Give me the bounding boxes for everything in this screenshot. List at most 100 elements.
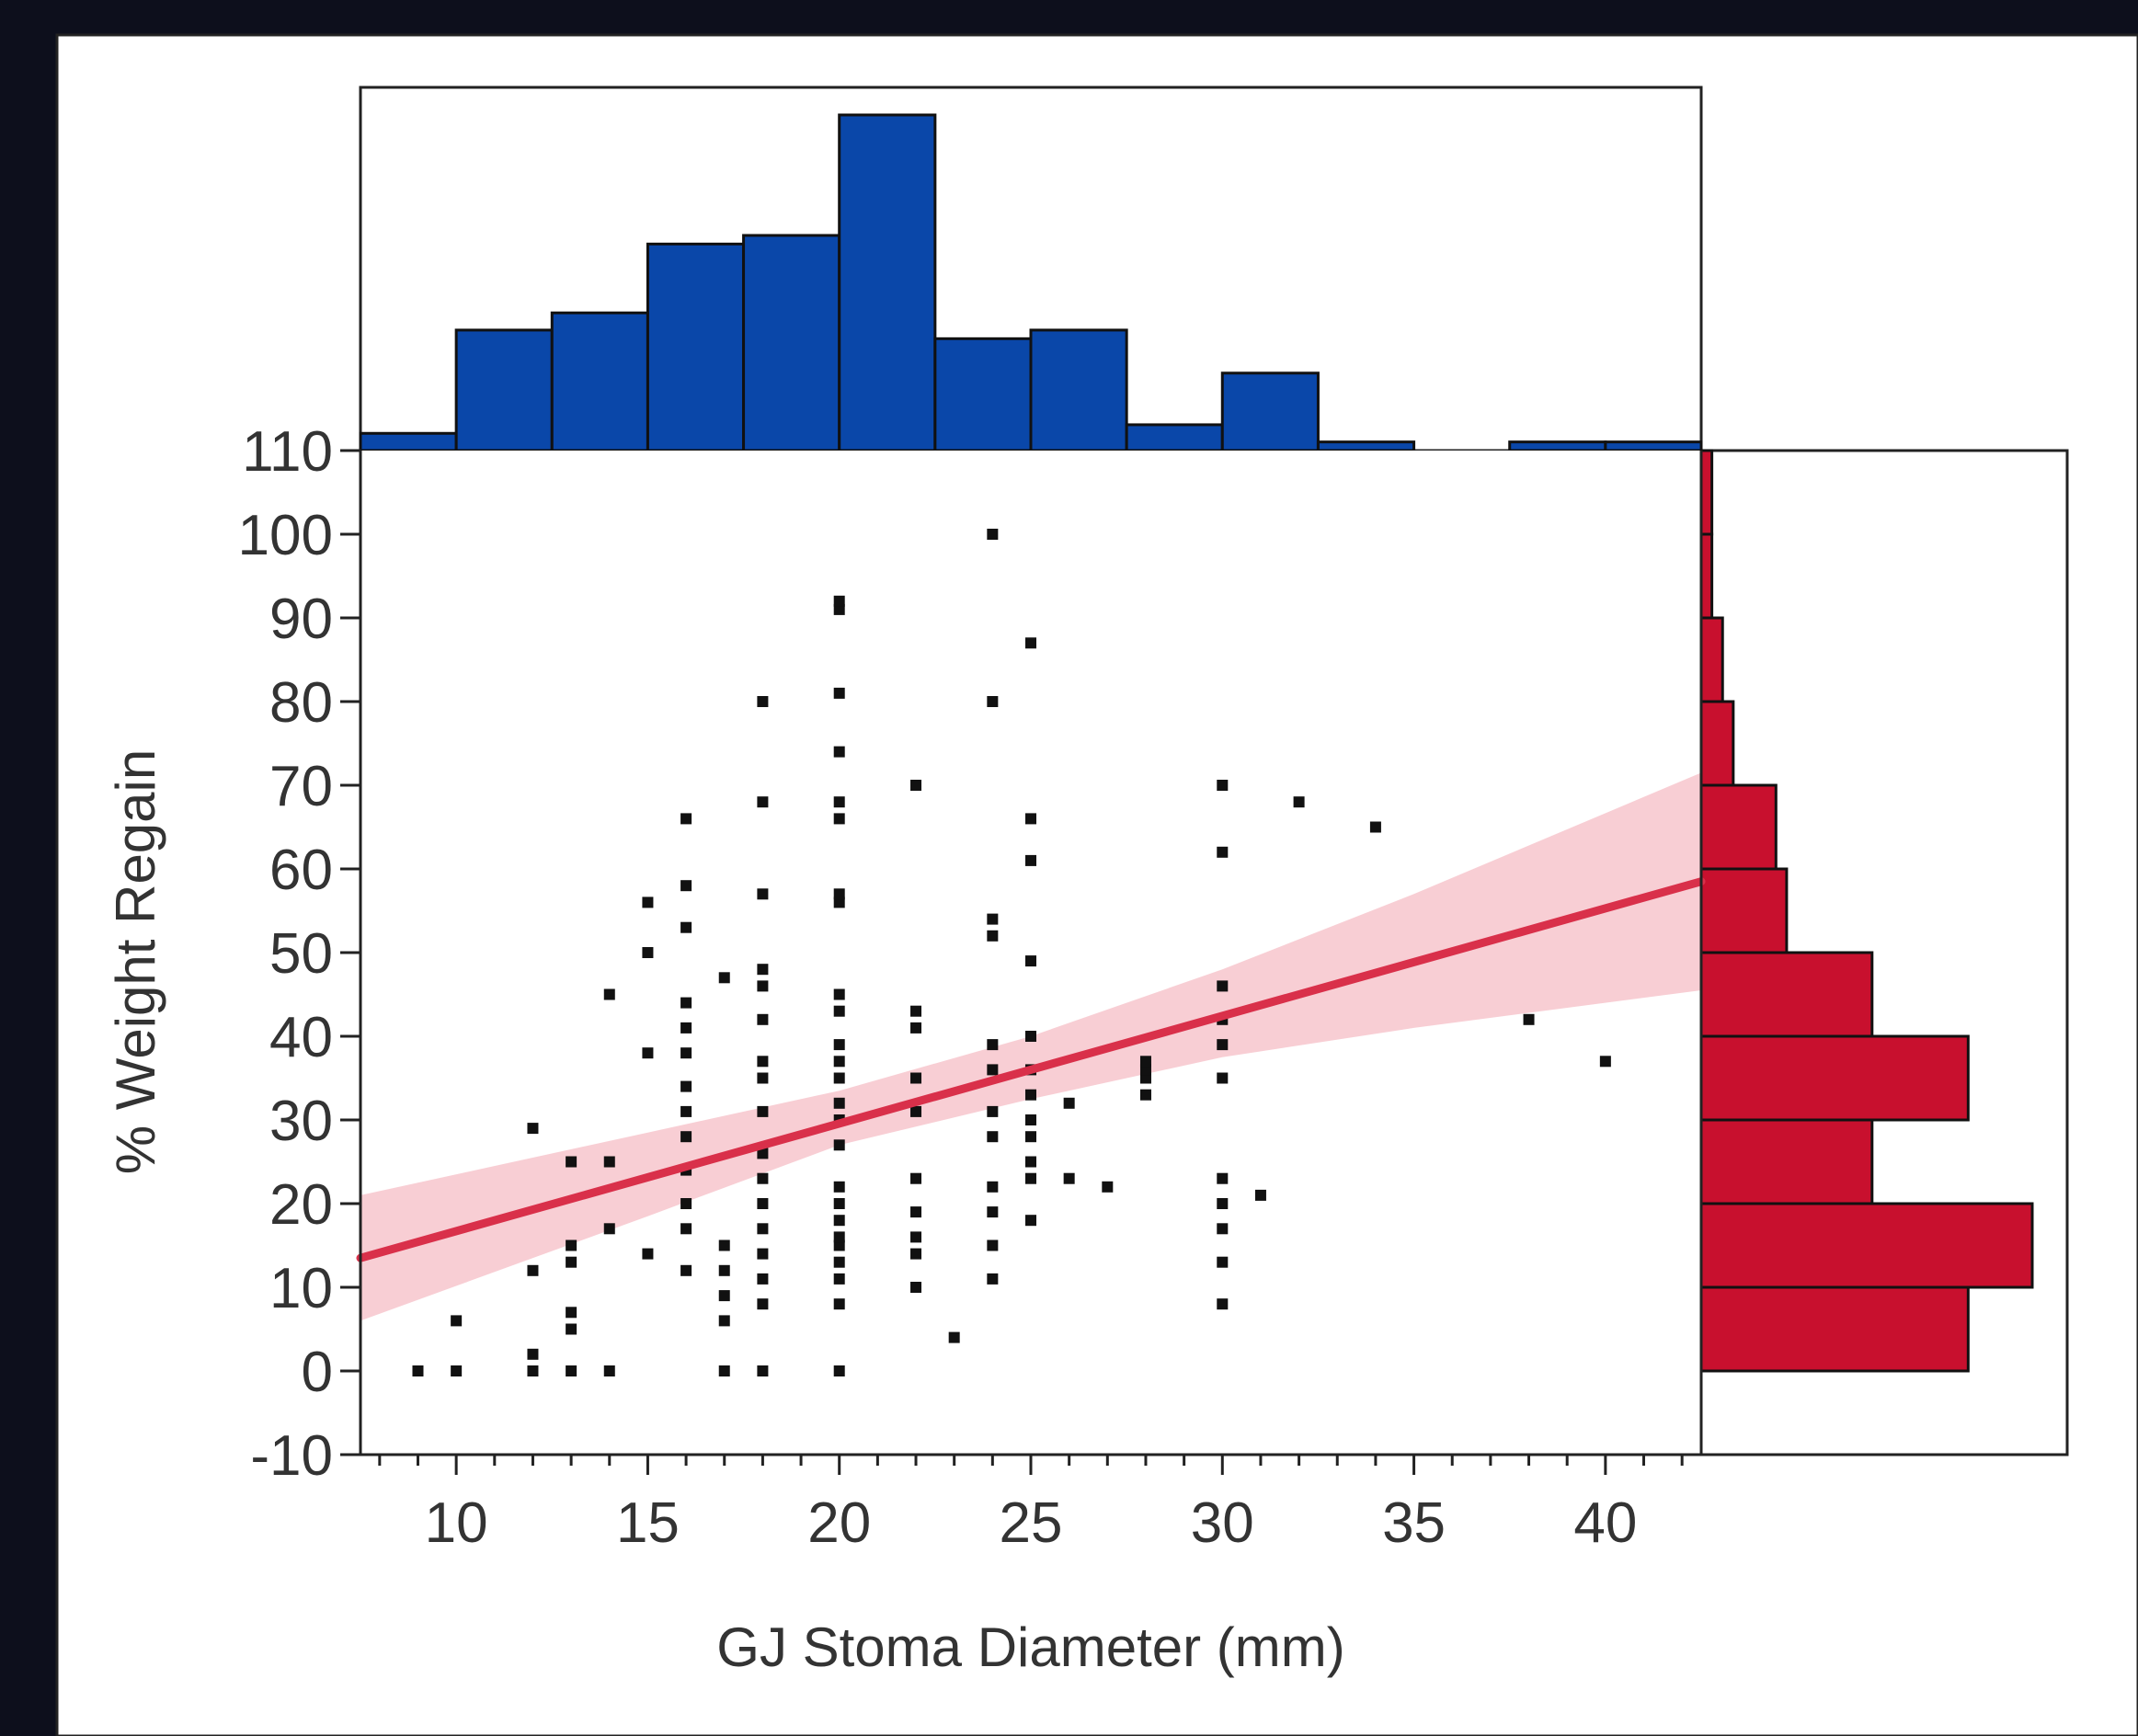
- data-point: [833, 1365, 845, 1376]
- data-point: [910, 1022, 922, 1034]
- data-point: [910, 1005, 922, 1017]
- data-point: [680, 1080, 692, 1092]
- right-histogram-bar: [1699, 951, 1874, 1038]
- y-tick-label: 10: [269, 1257, 333, 1320]
- data-point: [757, 888, 769, 900]
- data-point: [603, 1156, 615, 1168]
- data-point: [1217, 980, 1229, 992]
- data-point: [718, 1315, 730, 1327]
- data-point: [566, 1323, 577, 1335]
- data-point: [987, 529, 999, 540]
- data-point: [412, 1365, 424, 1376]
- data-point: [1599, 1056, 1611, 1068]
- data-point: [757, 1248, 769, 1260]
- data-point: [680, 1047, 692, 1059]
- data-point: [757, 1172, 769, 1184]
- data-point: [757, 796, 769, 808]
- data-point: [833, 1181, 845, 1193]
- data-point: [642, 947, 654, 958]
- data-point: [1025, 1156, 1036, 1168]
- data-point: [642, 1047, 654, 1059]
- data-point: [757, 1198, 769, 1209]
- data-point: [987, 1105, 999, 1117]
- data-point: [833, 1256, 845, 1268]
- x-tick-label: 25: [1000, 1491, 1063, 1555]
- data-point: [718, 972, 730, 984]
- x-tick-label: 40: [1573, 1491, 1637, 1555]
- x-axis-title: GJ Stoma Diameter (mm): [716, 1616, 1344, 1678]
- data-point: [566, 1156, 577, 1168]
- right-histogram-bar: [1699, 1034, 1970, 1122]
- data-point: [910, 1072, 922, 1084]
- data-point: [757, 1072, 769, 1084]
- data-point: [833, 746, 845, 758]
- data-point: [833, 897, 845, 908]
- top-histogram-bar: [1508, 440, 1607, 452]
- data-point: [833, 595, 845, 607]
- data-point: [1025, 1114, 1036, 1125]
- y-tick-label: 40: [269, 1006, 333, 1069]
- top-histogram-bar: [1316, 440, 1416, 452]
- data-point: [680, 1198, 692, 1209]
- right-histogram-bar: [1699, 1118, 1874, 1205]
- data-point: [1139, 1072, 1151, 1084]
- data-point: [718, 1239, 730, 1251]
- data-point: [566, 1239, 577, 1251]
- data-point: [451, 1365, 463, 1376]
- data-point: [603, 988, 615, 1000]
- data-point: [833, 687, 845, 699]
- data-point: [833, 1198, 845, 1209]
- data-point: [910, 1248, 922, 1260]
- data-point: [833, 1273, 845, 1285]
- data-point: [680, 1131, 692, 1143]
- data-point: [1025, 1131, 1036, 1143]
- fit-line: [356, 877, 1706, 1262]
- data-point: [987, 1273, 999, 1285]
- top-histogram-bar: [1029, 328, 1128, 452]
- data-point: [757, 1148, 769, 1159]
- data-point: [1523, 1013, 1535, 1025]
- data-point: [1025, 1215, 1036, 1227]
- data-point: [910, 1282, 922, 1293]
- data-point: [987, 696, 999, 707]
- right-histogram-bar: [1699, 783, 1778, 871]
- scatter-plot-area: [356, 451, 1706, 1456]
- y-tick-label: 60: [269, 839, 333, 902]
- data-point: [1217, 1172, 1229, 1184]
- data-point: [1102, 1181, 1114, 1193]
- data-point: [680, 813, 692, 825]
- data-point: [680, 921, 692, 933]
- data-point: [718, 1264, 730, 1276]
- data-point: [680, 1022, 692, 1034]
- y-tick-label: 110: [242, 420, 333, 484]
- data-point: [987, 1239, 999, 1251]
- data-point: [1025, 1089, 1036, 1101]
- y-tick-label: 20: [269, 1173, 333, 1237]
- data-point: [757, 1273, 769, 1285]
- data-point: [603, 1365, 615, 1376]
- data-point: [527, 1123, 539, 1135]
- y-tick-label: 80: [269, 671, 333, 735]
- data-point: [527, 1264, 539, 1276]
- data-point: [642, 897, 654, 908]
- data-point: [1217, 1298, 1229, 1310]
- top-histogram: [359, 86, 1703, 452]
- data-point: [948, 1331, 960, 1343]
- x-tick-label: 20: [807, 1491, 871, 1555]
- data-point: [757, 1013, 769, 1025]
- data-point: [910, 1231, 922, 1243]
- data-point: [1254, 1189, 1266, 1201]
- data-point: [1217, 1223, 1229, 1235]
- top-histogram-bar: [742, 234, 841, 452]
- data-point: [680, 1264, 692, 1276]
- data-point: [833, 603, 845, 615]
- data-point: [1063, 1097, 1075, 1109]
- top-histogram-bar: [838, 113, 937, 452]
- right-histogram-bar: [1699, 616, 1724, 703]
- right-histogram: [1699, 449, 2069, 1456]
- data-point: [833, 1215, 845, 1227]
- data-point: [1217, 1072, 1229, 1084]
- panel-border: [55, 33, 2138, 1736]
- data-point: [1217, 846, 1229, 858]
